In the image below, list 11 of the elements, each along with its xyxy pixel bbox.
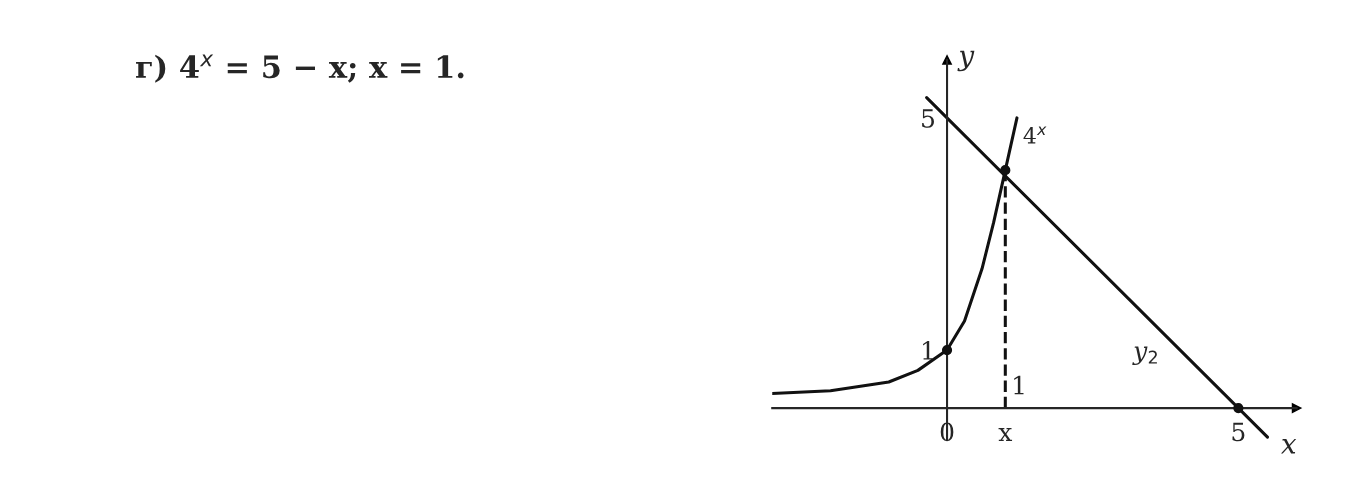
series-label: 4$^{x}$ bbox=[1023, 126, 1047, 144]
point bbox=[1000, 165, 1011, 176]
point bbox=[941, 344, 953, 356]
x-tick-label: 5 bbox=[1232, 422, 1245, 442]
series-label: y$_{2}$ bbox=[1132, 346, 1157, 366]
text: г) 4$^{x}$ = 5 − x; x = 1. bbox=[136, 54, 464, 83]
y-axis-title: y bbox=[957, 50, 975, 72]
annotation: 1 bbox=[1014, 375, 1024, 395]
x-tick-label: x bbox=[998, 428, 1013, 441]
x-axis-title: x bbox=[1281, 439, 1297, 454]
point bbox=[1233, 403, 1244, 414]
